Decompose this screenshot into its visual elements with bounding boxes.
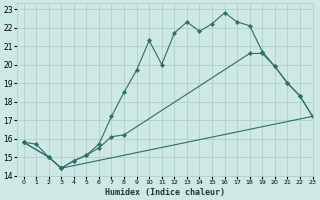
X-axis label: Humidex (Indice chaleur): Humidex (Indice chaleur)	[105, 188, 225, 197]
